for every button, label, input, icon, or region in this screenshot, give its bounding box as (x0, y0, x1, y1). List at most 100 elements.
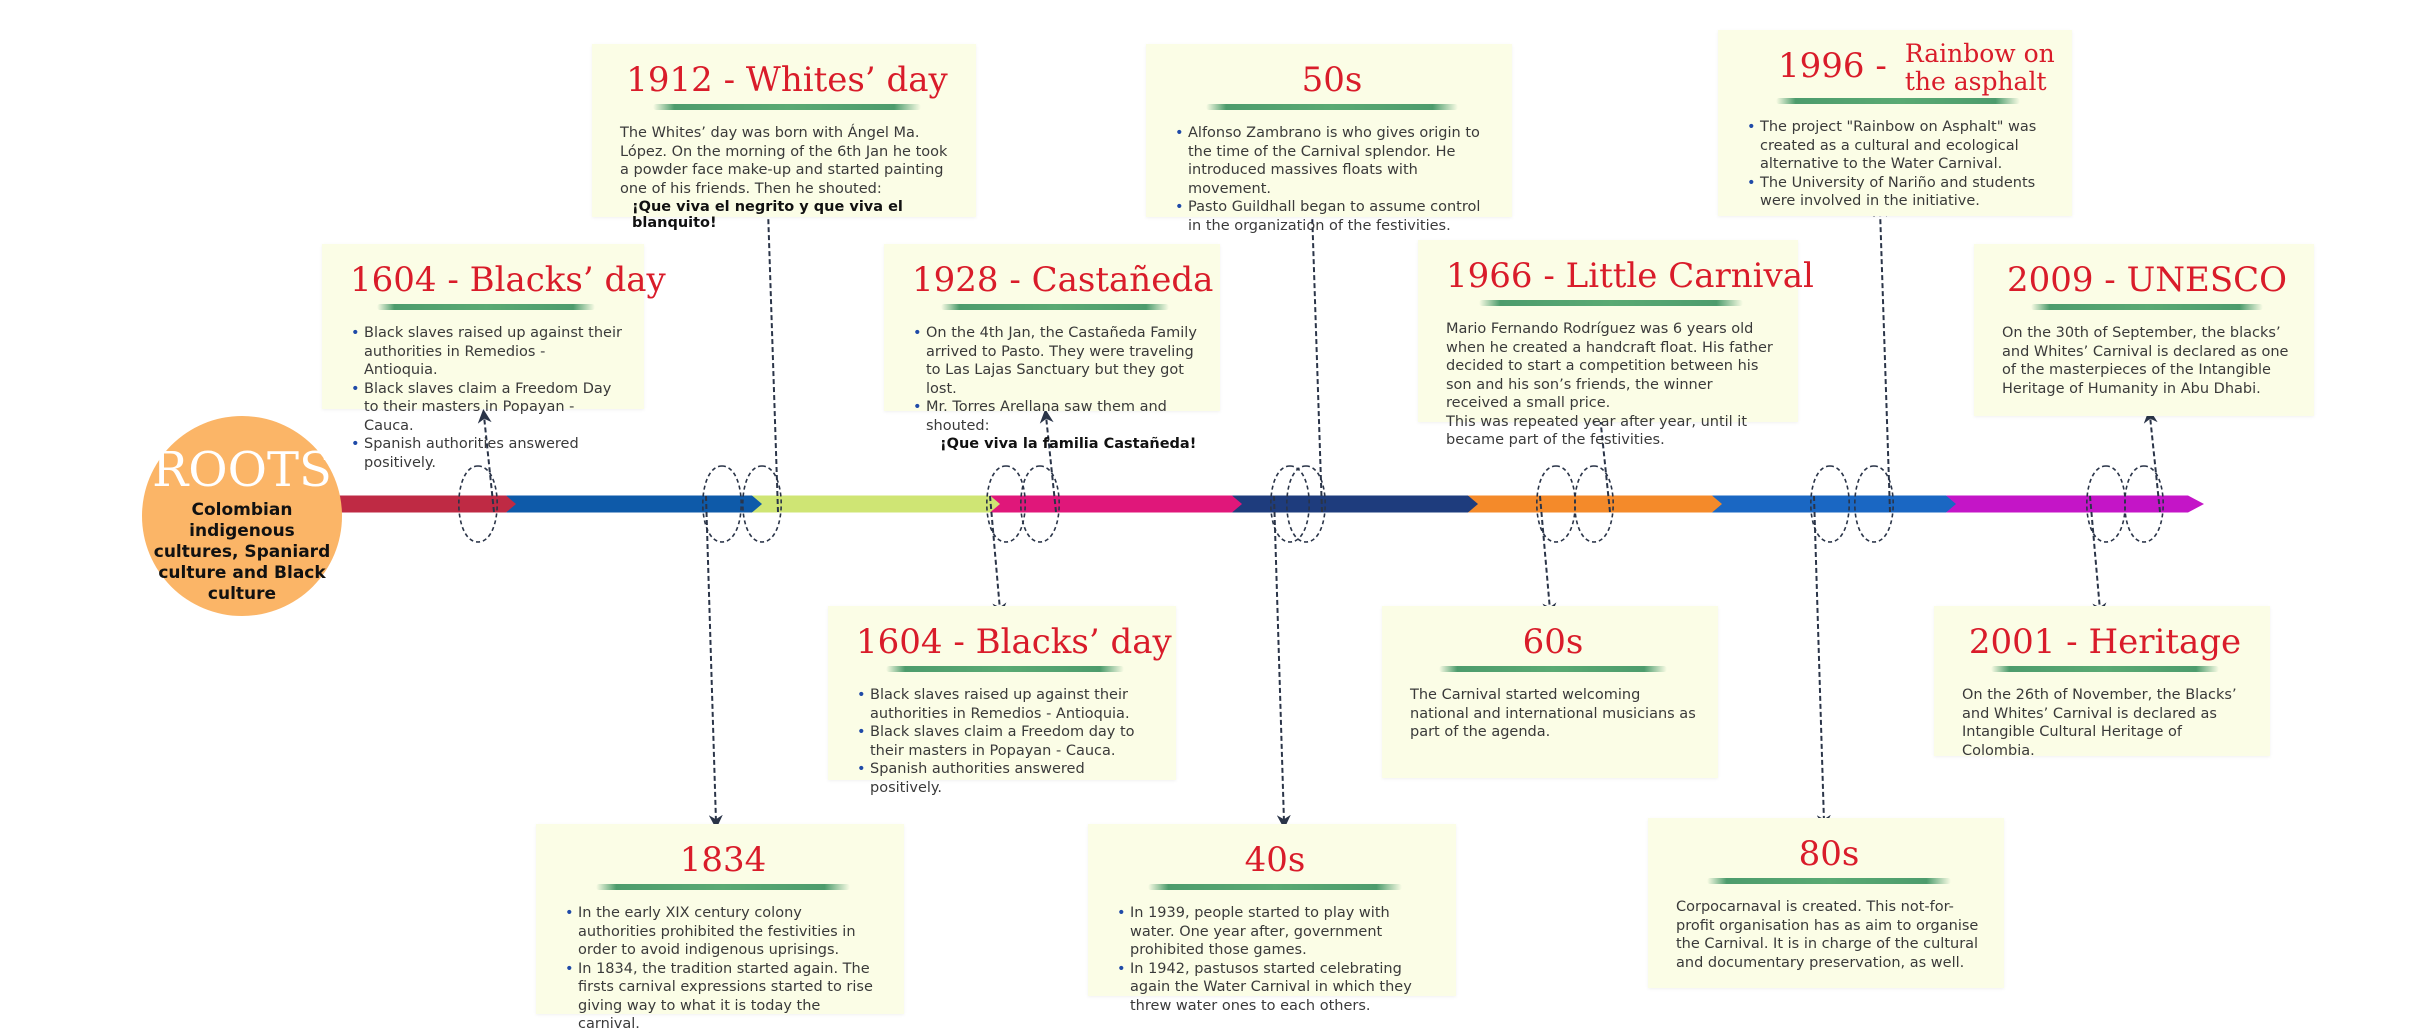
timeline-segment (752, 495, 1006, 513)
card-1996-rainbow: 1996 - Rainbow on the asphalt The project… (1718, 30, 2072, 216)
bullet-item: Black slaves claim a Freedom Day to thei… (351, 380, 622, 436)
card-title: 50s (1301, 60, 1363, 100)
card-title: 1604 - Blacks’ day (856, 622, 1172, 662)
card-40s: 40s In 1939, people started to play with… (1088, 824, 1456, 1014)
connector-arrow (1539, 495, 1557, 617)
card-1912-whites: 1912 - Whites’ day The Whites’ day was b… (592, 44, 976, 231)
connector-loop (1020, 465, 1060, 543)
bullet-item: Black slaves raised up against their aut… (351, 324, 622, 380)
brush-underline (1479, 300, 1743, 306)
bullet-item: Black slaves raised up against their aut… (857, 686, 1154, 723)
card-title: 40s (1244, 840, 1306, 880)
timeline-bar (320, 495, 2204, 513)
card-1928-castaneda: 1928 - Castañeda On the 4th Jan, the Cas… (884, 244, 1220, 452)
brush-underline (940, 304, 1170, 310)
connector-arrow (1873, 203, 1891, 513)
connector-loop (1270, 465, 1310, 543)
card-title: 1604 - Blacks’ day (350, 260, 666, 300)
card-60s: 60s The Carnival started welcoming natio… (1382, 606, 1718, 778)
timeline-connectors (458, 203, 2164, 829)
connector-loop (986, 465, 1026, 543)
connector-arrow (2089, 495, 2107, 617)
timeline-segment (990, 495, 1248, 513)
card-title: 1912 - Whites’ day (626, 60, 948, 100)
brush-underline (1438, 666, 1668, 672)
bullet-item: In 1942, pastusos started celebrating ag… (1117, 960, 1434, 1016)
card-text: The Whites’ day was born with Ángel Ma. … (620, 125, 948, 197)
card-title: 60s (1522, 622, 1584, 662)
bullet-item: Spanish authorities answered positively. (857, 760, 1154, 797)
connector-arrow (2143, 409, 2161, 513)
card-title: 1966 - Little Carnival (1446, 256, 1814, 296)
connector-loop (1286, 465, 1326, 543)
connector-arrow (705, 495, 723, 829)
connector-arrow (989, 495, 1007, 617)
card-text: Corpocarnaval is created. This not-for-p… (1676, 899, 1979, 971)
timeline-segment (506, 495, 768, 513)
card-2001-heritage: 2001 - Heritage On the 26th of November,… (1934, 606, 2270, 759)
connector-arrow (1813, 495, 1831, 829)
card-text: Mario Fernando Rodríguez was 6 years old… (1446, 321, 1773, 411)
bullet-item: In the early XIX century colony authorit… (565, 904, 882, 960)
card-1604-blacks-bottom: 1604 - Blacks’ day Black slaves raised u… (828, 606, 1176, 796)
card-80s: 80s Corpocarnaval is created. This not-f… (1648, 818, 2004, 988)
card-2009-unesco: 2009 - UNESCO On the 30th of September, … (1974, 244, 2314, 416)
connector-loop (742, 465, 782, 543)
bullet-item: In 1834, the tradition started again. Th… (565, 960, 882, 1034)
bullet-item: Alfonso Zambrano is who gives origin to … (1175, 124, 1490, 198)
brush-underline (885, 666, 1125, 672)
card-text: On the 30th of September, the blacks’ an… (2002, 325, 2289, 397)
roots-subtitle: Colombian indigenous cultures, Spaniard … (153, 500, 331, 604)
brush-underline (1706, 878, 1952, 884)
connector-arrow (1273, 495, 1291, 829)
bullet-item: Black slaves claim a Freedom day to thei… (857, 723, 1154, 760)
brush-underline (653, 104, 921, 110)
connector-loop (2124, 465, 2164, 543)
bullet-item: Mr. Torres Arellana saw them and shouted… (913, 398, 1198, 435)
timeline-segment (1232, 495, 1484, 513)
card-title: 2009 - UNESCO (2006, 260, 2288, 300)
brush-underline (595, 884, 851, 890)
bullet-item: Spanish authorities answered positively. (351, 435, 622, 472)
card-title: 1834 (679, 840, 767, 880)
bullet-item: The project "Rainbow on Asphalt" was cre… (1747, 118, 2050, 174)
card-title: 1928 - Castañeda (912, 260, 1214, 300)
card-title-year: 1996 - (1778, 46, 1887, 86)
connector-loop (1574, 465, 1614, 543)
card-title: 2001 - Heritage (1968, 622, 2242, 662)
connector-arrow (1305, 203, 1323, 513)
connector-loop (2086, 465, 2126, 543)
timeline-segment (1946, 495, 2204, 513)
brush-underline (1147, 884, 1403, 890)
timeline-segment (1712, 495, 1962, 513)
card-quote: ¡Que viva el negrito y que viva el blanq… (632, 199, 903, 231)
roots-circle: ROOTS Colombian indigenous cultures, Spa… (142, 416, 342, 616)
card-title: 1996 - Rainbow on the asphalt (1746, 40, 2055, 96)
connector-loop (1810, 465, 1850, 543)
card-text: The Carnival started welcoming national … (1410, 687, 1696, 740)
brush-underline (1205, 104, 1459, 110)
card-title: 80s (1798, 834, 1860, 874)
card-1834: 1834 In the early XIX century colony aut… (536, 824, 904, 1032)
card-title-sub: Rainbow on the asphalt (1904, 39, 2055, 96)
brush-underline (2031, 304, 2263, 310)
brush-underline (1776, 98, 2020, 104)
connector-loop (1854, 465, 1894, 543)
card-1604-blacks-top: 1604 - Blacks’ day Black slaves raised u… (322, 244, 666, 471)
bullet-item: On the 4th Jan, the Castañeda Family arr… (913, 324, 1198, 398)
card-text: On the 26th of November, the Blacks’ and… (1962, 687, 2237, 759)
card-1966-little-carnival: 1966 - Little Carnival Mario Fernando Ro… (1418, 240, 1814, 448)
card-text: This was repeated year after year, until… (1446, 413, 1748, 449)
timeline-segment (320, 495, 522, 513)
bullet-item: In 1939, people started to play with wat… (1117, 904, 1434, 960)
connector-loop (1536, 465, 1576, 543)
timeline-segment (1468, 495, 1728, 513)
brush-underline (377, 304, 595, 310)
connector-arrow (761, 203, 779, 513)
connector-loop (458, 465, 498, 543)
card-quote: ¡Que viva la familia Castañeda! (940, 436, 1197, 452)
connector-arrow (1593, 409, 1611, 513)
bullet-item: The University of Nariño and students we… (1747, 174, 2050, 211)
connector-loop (702, 465, 742, 543)
